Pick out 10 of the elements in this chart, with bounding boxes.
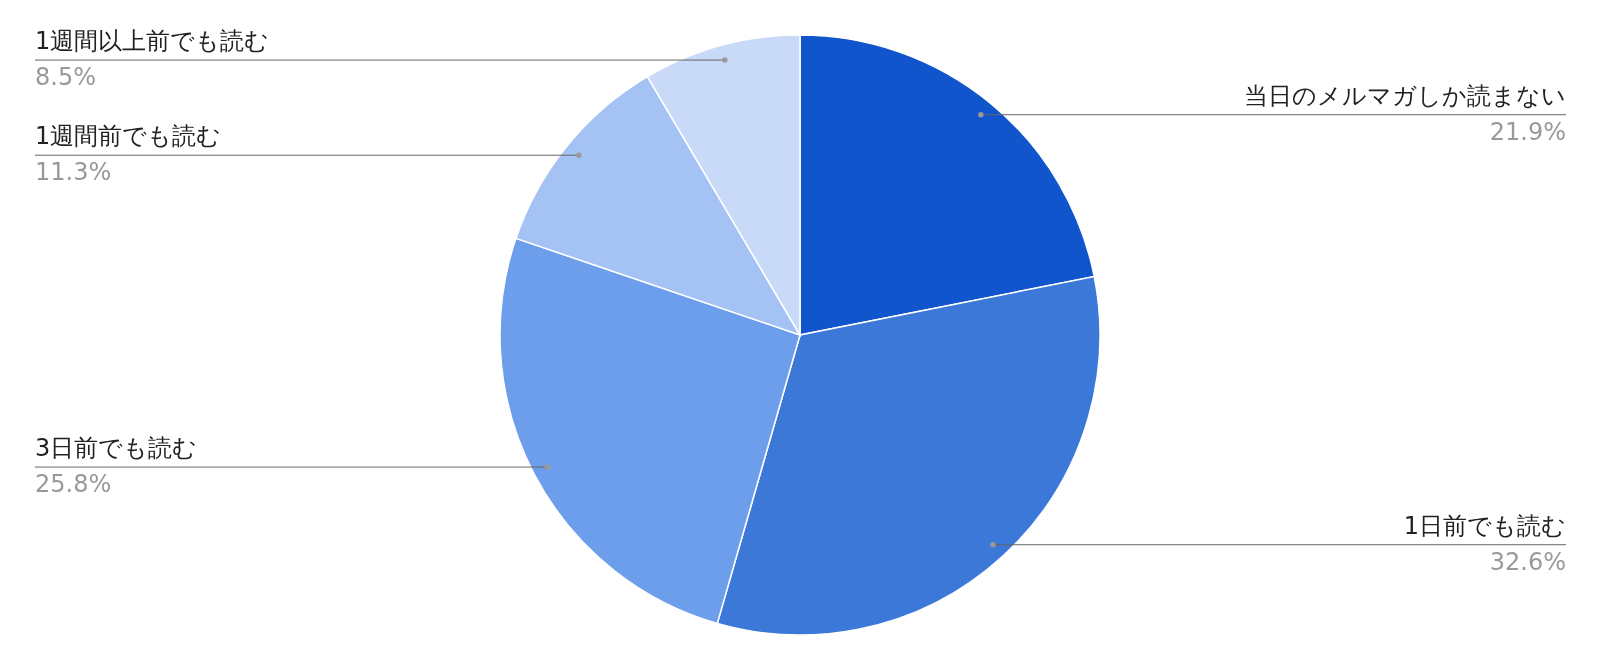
- data-label: 11.3%: [35, 158, 112, 187]
- slice-label: 1週間以上前でも読む: [35, 27, 270, 56]
- slice-label: 1週間前でも読む: [35, 122, 222, 151]
- slice-label: 3日前でも読む: [35, 434, 198, 463]
- data-label: 8.5%: [35, 63, 96, 92]
- data-label: 32.6%: [1489, 547, 1566, 576]
- data-label: 21.9%: [1489, 117, 1566, 146]
- slice-label: 当日のメルマガしか読まない: [1244, 81, 1566, 110]
- data-label: 25.8%: [35, 470, 112, 499]
- slice-label: 1日前でも読む: [1403, 511, 1566, 540]
